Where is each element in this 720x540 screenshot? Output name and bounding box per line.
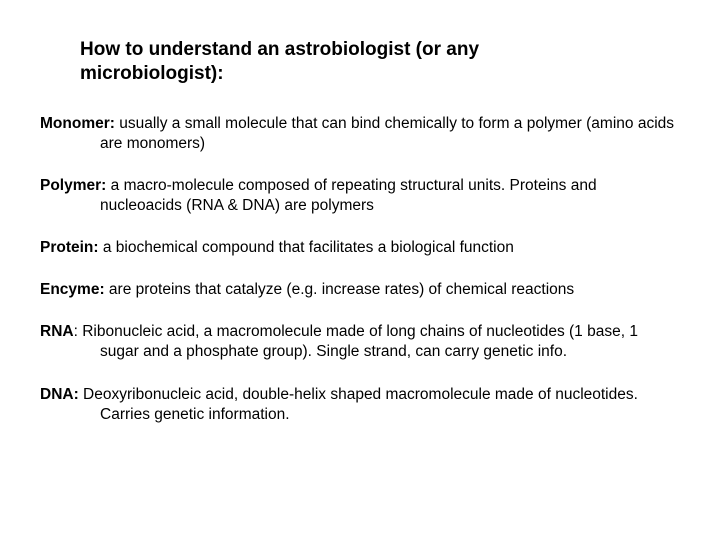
definition-encyme: Encyme: are proteins that catalyze (e.g.… [40,280,680,300]
term-label: Encyme: [40,281,105,298]
term-description: a biochemical compound that facilitates … [99,239,514,256]
term-label: Polymer: [40,177,106,194]
term-description: : Ribonucleic acid, a macromolecule made… [74,323,638,360]
definition-rna: RNA: Ribonucleic acid, a macromolecule m… [40,322,680,362]
slide: How to understand an astrobiologist (or … [0,0,720,540]
definition-protein: Protein: a biochemical compound that fac… [40,238,680,258]
term-label: Monomer: [40,115,115,132]
term-label: RNA [40,323,74,340]
term-label: Protein: [40,239,99,256]
term-description: a macro-molecule composed of repeating s… [100,177,597,214]
term-label: DNA: [40,386,79,403]
definition-monomer: Monomer: usually a small molecule that c… [40,114,680,154]
definition-polymer: Polymer: a macro-molecule composed of re… [40,176,680,216]
definition-dna: DNA: Deoxyribonucleic acid, double-helix… [40,385,680,425]
slide-title: How to understand an astrobiologist (or … [80,38,600,86]
term-description: usually a small molecule that can bind c… [100,115,674,152]
term-description: Deoxyribonucleic acid, double-helix shap… [79,386,638,423]
term-description: are proteins that catalyze (e.g. increas… [105,281,575,298]
